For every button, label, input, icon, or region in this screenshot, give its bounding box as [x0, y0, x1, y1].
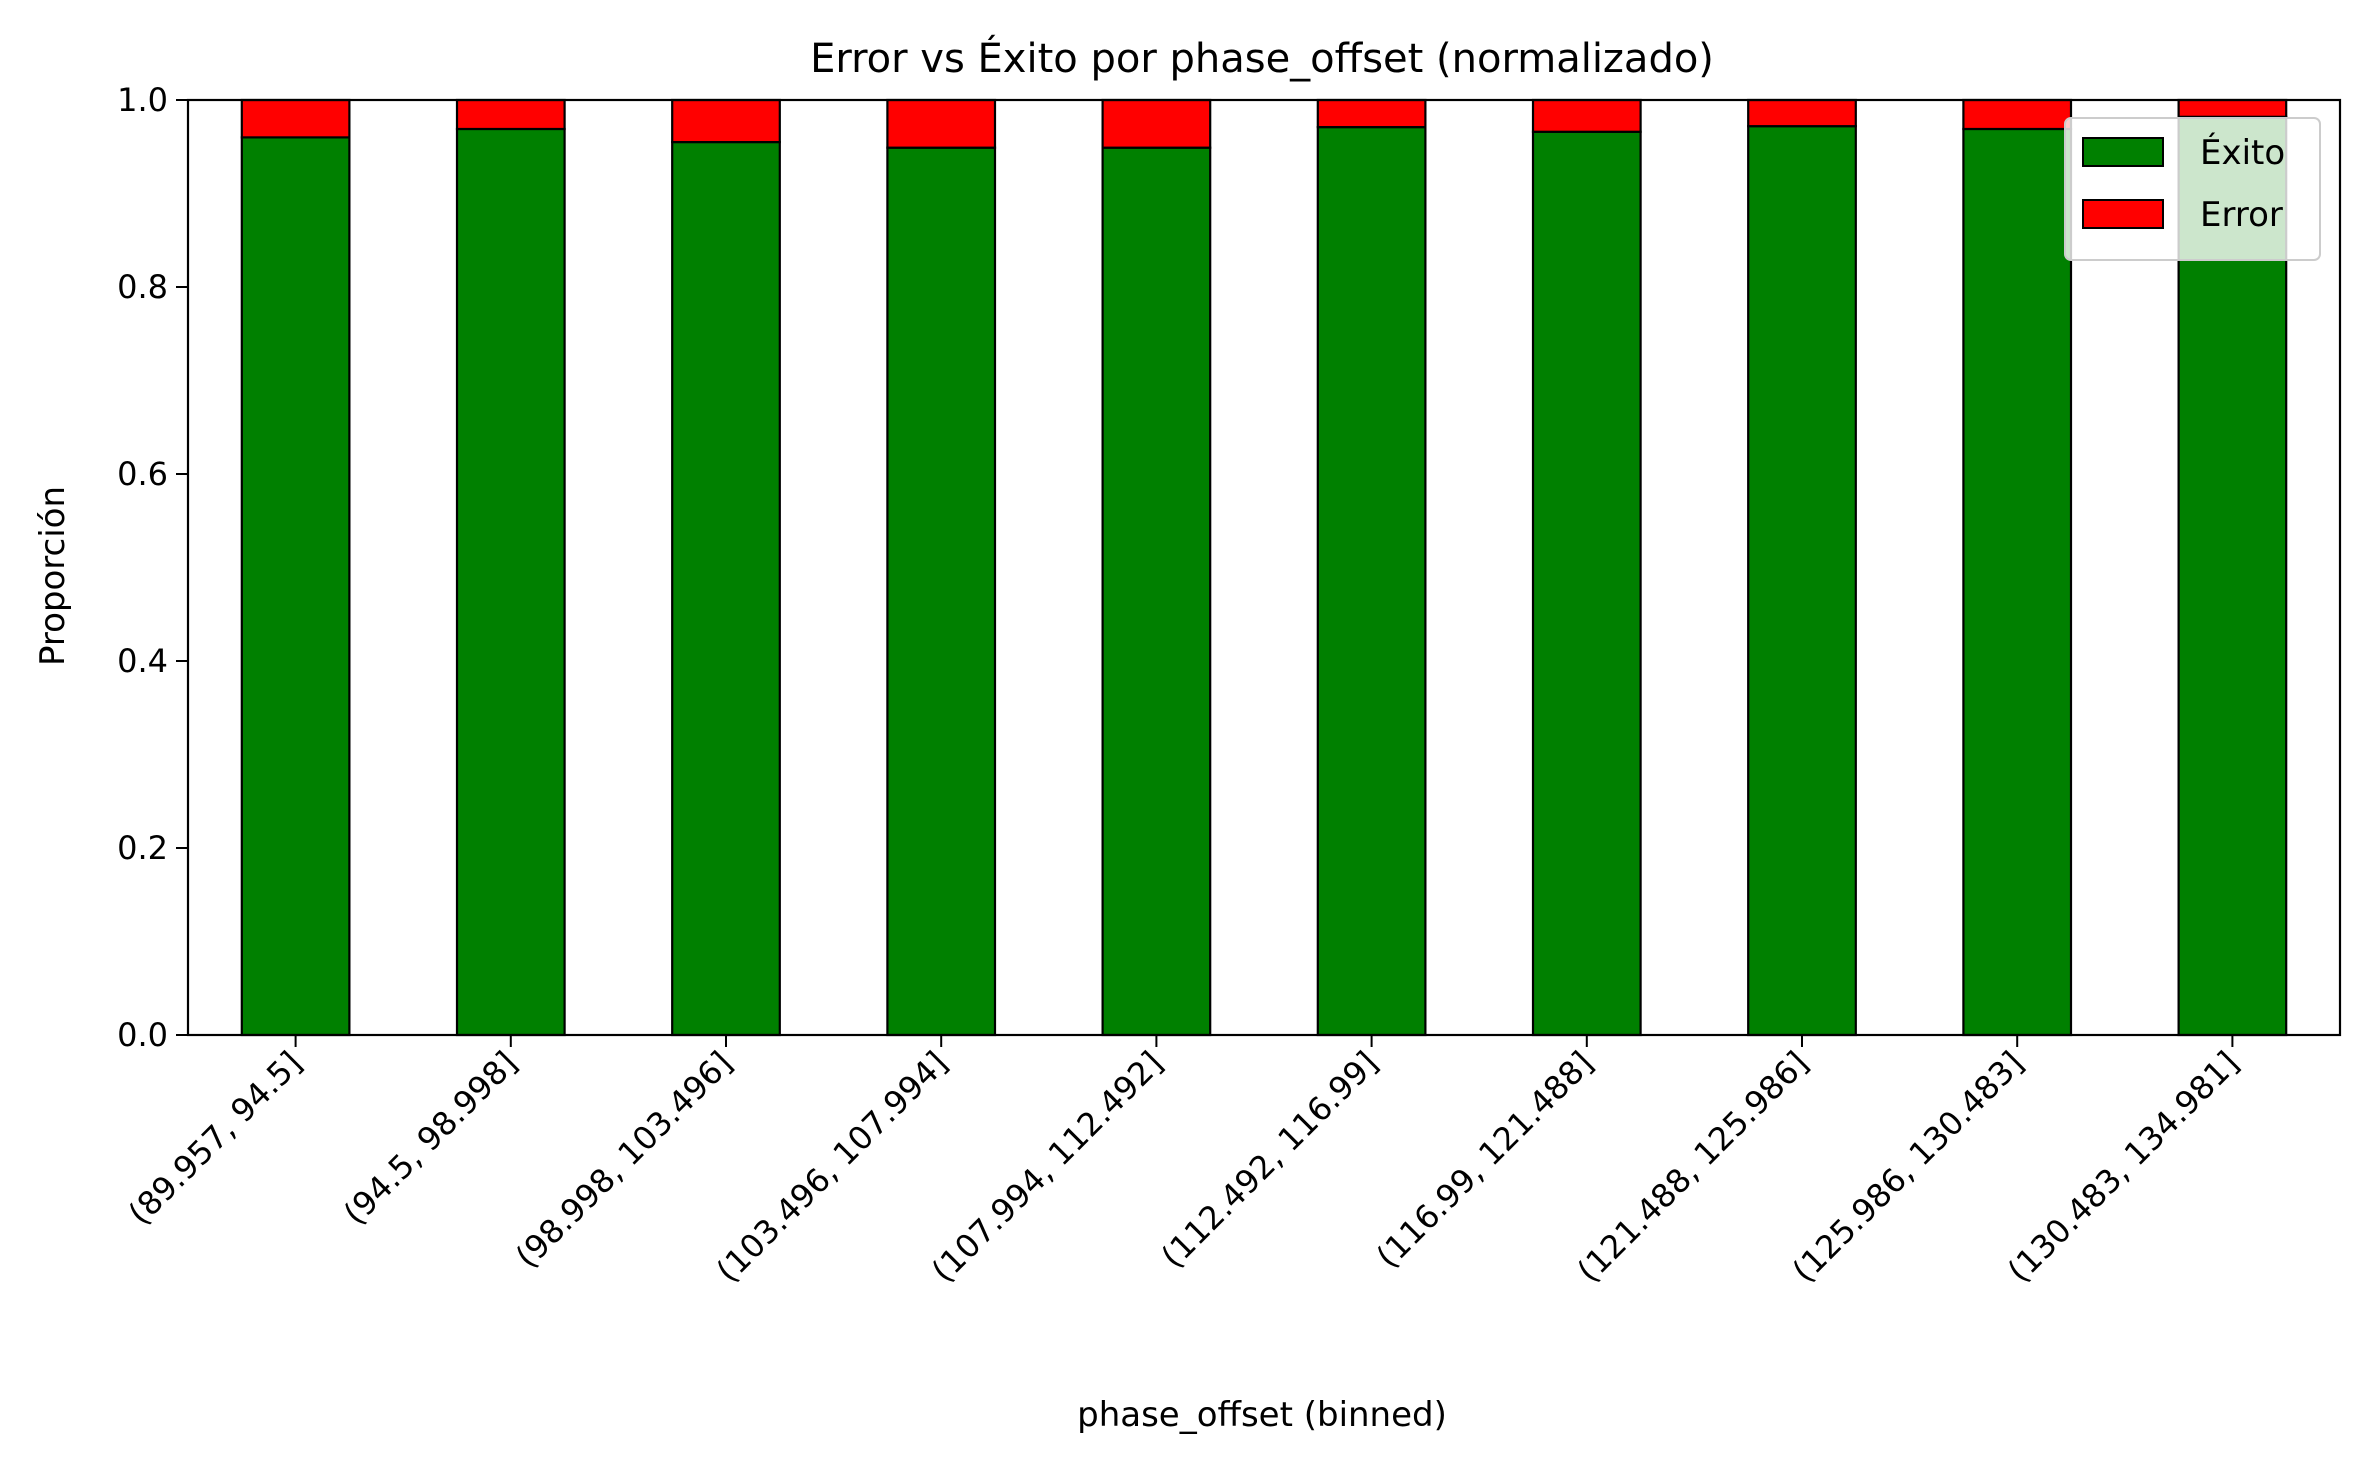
x-tick-label: (121.488, 125.986]: [1570, 1044, 1816, 1290]
bar-error-6: [1531, 98, 1642, 133]
x-tick-label: (112.492, 116.99]: [1154, 1044, 1386, 1276]
bar-exito-2: [671, 140, 781, 1037]
y-tick-label: 0.0: [117, 1016, 168, 1054]
legend-label-error: Error: [2200, 195, 2283, 235]
x-tick-label: (103.496, 107.994]: [709, 1044, 955, 1290]
x-tick-label: (125.986, 130.483]: [1785, 1044, 2031, 1290]
legend-label-exito: Éxito: [2200, 132, 2285, 173]
bar-error-4: [1101, 98, 1212, 149]
bar-exito-0: [240, 136, 351, 1037]
chart-title: Error vs Éxito por phase_offset (normali…: [810, 34, 1714, 82]
x-tick-label: (94.5, 98.998]: [336, 1044, 524, 1232]
bar-error-7: [1747, 98, 1857, 128]
x-tick-label: (89.957, 94.5]: [121, 1044, 309, 1232]
y-axis-label: Proporción: [33, 486, 73, 666]
y-tick-label: 0.4: [117, 642, 168, 680]
legend-swatch-exito: [2082, 137, 2164, 167]
y-tick-label: 0.6: [117, 455, 168, 493]
x-axis-label: phase_offset (binned): [1077, 1395, 1447, 1435]
bar-error-8: [1962, 98, 2073, 131]
bars-group: [240, 98, 2288, 1037]
bar-exito-1: [455, 127, 566, 1037]
bar-exito-7: [1747, 125, 1857, 1037]
bar-error-5: [1316, 98, 1427, 129]
bar-error-3: [886, 98, 997, 149]
y-tick-label: 0.8: [117, 268, 168, 306]
legend: Éxito Error: [2064, 117, 2321, 261]
legend-swatch-error: [2082, 199, 2164, 229]
bar-error-9: [2177, 98, 2288, 118]
x-tick-label: (130.483, 134.981]: [2000, 1044, 2246, 1290]
x-tick-label: (107.994, 112.492]: [924, 1044, 1170, 1290]
bar-error-0: [240, 98, 351, 139]
y-tick-label: 0.2: [117, 829, 168, 867]
bar-exito-5: [1316, 126, 1427, 1037]
x-axis: (89.957, 94.5] (94.5, 98.998](98.998, 103…: [121, 1035, 2246, 1290]
bar-exito-9: [2177, 115, 2288, 1037]
y-tick-label: 1.0: [117, 81, 168, 119]
plot-frame: [186, 98, 2342, 1037]
bar-exito-3: [886, 146, 997, 1037]
bar-exito-8: [1962, 127, 2073, 1037]
x-tick-label: (116.99, 121.488]: [1369, 1044, 1601, 1276]
y-axis: 0.0 0.2 0.4 0.6 0.8 1.0: [117, 81, 188, 1054]
bar-error-2: [671, 98, 781, 144]
bar-exito-6: [1531, 130, 1642, 1037]
bar-error-1: [455, 98, 566, 131]
x-tick-label: (98.998, 103.496]: [508, 1044, 740, 1276]
bar-exito-4: [1101, 146, 1212, 1037]
